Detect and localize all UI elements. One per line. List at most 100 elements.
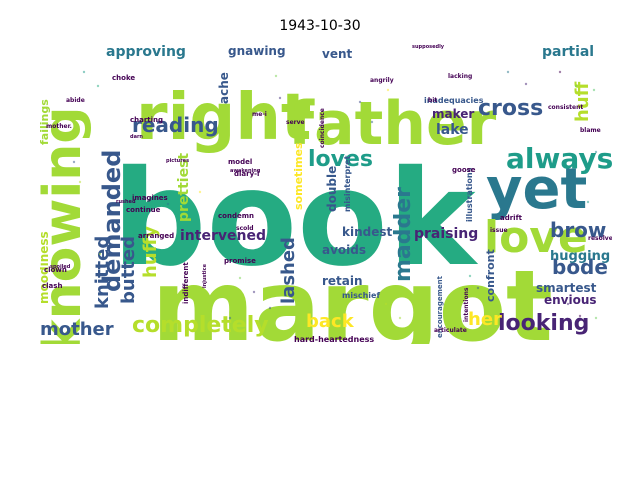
word-consistent: consistent [548, 104, 583, 111]
word-abide: abide [66, 97, 85, 104]
word-misinterpret: misinterpret [343, 155, 352, 212]
word-vent: vent [322, 47, 353, 61]
word-maker: maker [432, 107, 474, 121]
word-inadequacies: inadequacies [424, 96, 484, 105]
word-supposedly: supposedly [412, 44, 445, 50]
word-knowing: knowing [40, 107, 93, 344]
filler-dot [586, 200, 590, 204]
word-margot: margot [152, 250, 553, 344]
word-resolve: resolve [588, 235, 612, 242]
word-always: always [506, 142, 612, 175]
word-darn: darn [130, 134, 143, 140]
word-mischief: mischief [342, 291, 380, 300]
word-lashed: lashed [278, 237, 299, 304]
word-madder: madder [391, 187, 416, 282]
word-partial: partial [542, 44, 594, 60]
word-mother-: mother. [46, 123, 72, 130]
filler-dot [476, 286, 480, 290]
word-prettiest: prettiest [176, 153, 192, 222]
word-injustice: injustice [202, 263, 208, 288]
chart-title: 1943-10-30 [279, 18, 361, 34]
filler-dot [72, 160, 76, 164]
word-angrily: angrily [370, 77, 394, 84]
word-book: book [112, 142, 479, 296]
word-spoiled: spoiled [50, 264, 71, 270]
word-knitted: knitted [92, 236, 113, 309]
filler-dot [384, 302, 388, 306]
word-pictures: pictures [166, 158, 189, 164]
word-approving: approving [106, 44, 186, 60]
filler-dot [166, 202, 170, 206]
filler-dot [566, 302, 570, 306]
word-model: model [228, 158, 252, 166]
word-back: back [306, 311, 355, 332]
word-moodiness: moodiness [40, 231, 51, 304]
word-adrift: adrift [500, 214, 523, 222]
word-huffy: huffy [140, 226, 161, 278]
word-clown: clown [44, 266, 67, 274]
word-hugging: hugging [550, 249, 610, 264]
filler-dot [358, 100, 362, 104]
word-lake: lake [436, 122, 469, 138]
word-diary-i: diary-i [234, 170, 259, 178]
filler-dot [198, 190, 202, 194]
word-envious: envious [544, 293, 597, 307]
filler-dot [82, 70, 86, 74]
word-love: love [484, 212, 588, 263]
word-double: double [325, 166, 339, 212]
filler-dot [468, 274, 472, 278]
word-sometimes: sometimes [292, 142, 305, 210]
word-illustrations: illustrations [465, 167, 474, 222]
word-completely: completely [132, 313, 269, 338]
filler-dot [252, 290, 256, 294]
filler-dot [98, 252, 102, 256]
word-cross: cross [478, 96, 543, 121]
word-blame: blame [580, 127, 601, 134]
word-father: father [288, 89, 497, 159]
word-condemn: condemn [218, 212, 254, 220]
word-looking: looking [498, 311, 589, 336]
word-coincidence: coincidence [319, 108, 326, 148]
word-articulate: articulate [434, 327, 467, 334]
word-intentions: intentions [463, 287, 470, 322]
word-bit: bit [428, 97, 437, 104]
word-brow: brow [550, 218, 606, 242]
word-ache: ache [217, 72, 231, 104]
word-failings: failings [40, 99, 51, 145]
word-goose: goose [452, 166, 476, 174]
word-her: her [468, 309, 502, 330]
word-kindest: kindest [342, 225, 393, 239]
filler-dot [524, 82, 528, 86]
word-arranged: arranged [138, 232, 174, 240]
word-continue: continue [126, 206, 161, 214]
word-reading: reading [132, 113, 219, 137]
word-demanded: demanded [98, 150, 126, 292]
word-clash: clash [42, 282, 62, 290]
word-butted: butted [118, 236, 139, 304]
filler-dot [78, 180, 82, 184]
word-imagines: imagines [132, 194, 168, 202]
word-indifferent: indifferent [182, 262, 190, 304]
word-scold: scold [236, 225, 254, 232]
word-awakening: awakening [230, 168, 261, 174]
word-praising: praising [414, 226, 478, 242]
word-mother: mother [40, 319, 114, 340]
filler-dot [268, 306, 272, 310]
filler-dot [578, 314, 582, 318]
filler-dot [506, 70, 510, 74]
word-smartest: smartest [536, 281, 597, 295]
filler-dot [238, 276, 242, 280]
word-lacking: lacking [448, 73, 472, 80]
filler-dot [274, 74, 278, 78]
word-encouragement: encouragement [436, 275, 444, 338]
word-avoids: avoids [322, 243, 366, 257]
word-rushed: rushed [116, 199, 136, 205]
word-me-i: me-i [252, 111, 267, 118]
filler-dot [228, 316, 232, 320]
word-promise: promise [224, 257, 256, 265]
word-intervened: intervened [180, 228, 266, 244]
filler-dot [592, 88, 596, 92]
filler-dot [370, 120, 374, 124]
word-gnawing: gnawing [228, 44, 286, 58]
